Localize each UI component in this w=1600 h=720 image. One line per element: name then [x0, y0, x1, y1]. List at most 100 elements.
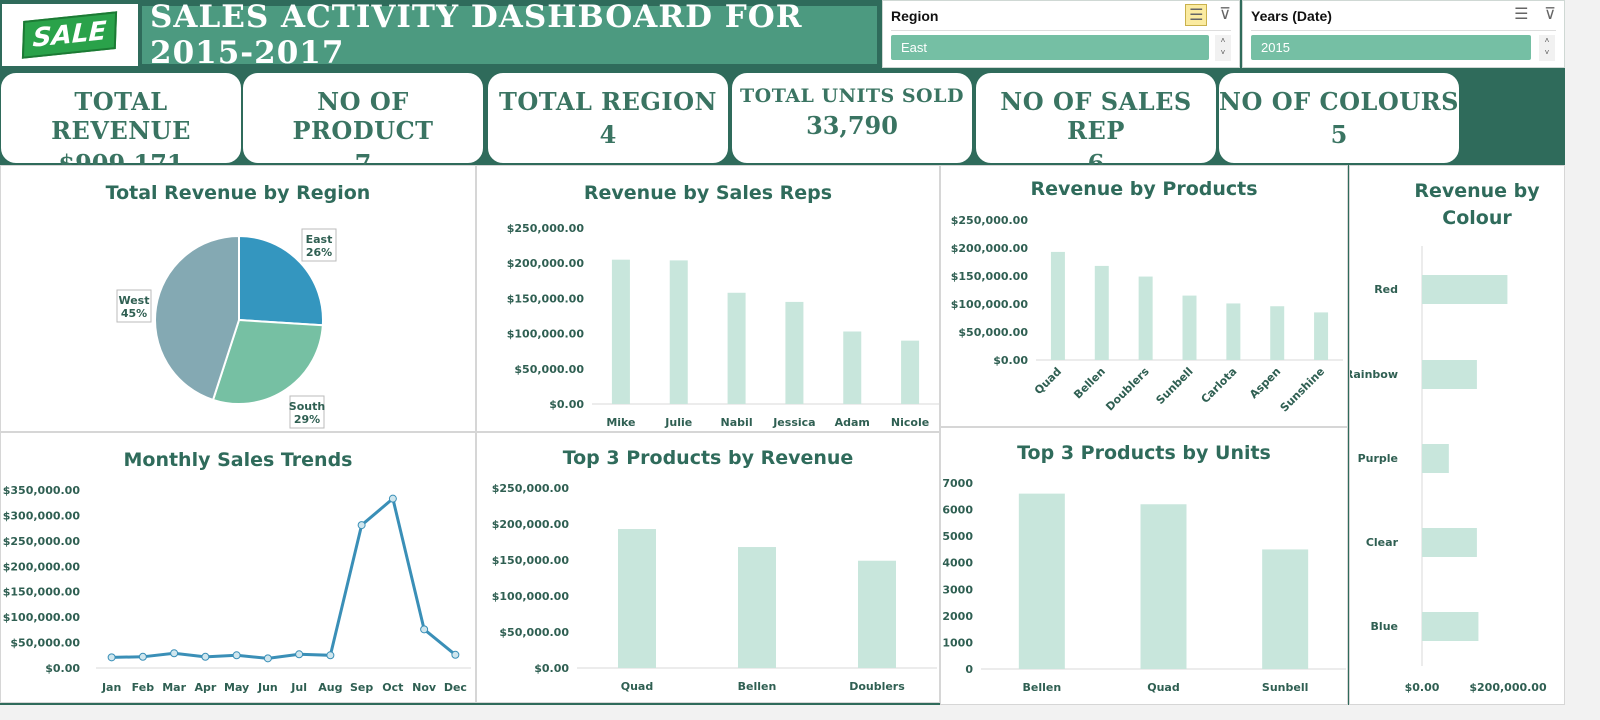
- kpi-no-of-sales-rep: NO OF SALES REP 6: [975, 72, 1217, 178]
- multi-select-icon[interactable]: ☰: [1185, 4, 1208, 26]
- x-tick-label: Mike: [606, 416, 635, 429]
- kpi-no-of-product: NO OF PRODUCT 7: [242, 72, 484, 178]
- chart-revenue-by-products: Revenue by Products $0.00 $50,000.00 $100,0…: [940, 165, 1348, 427]
- y-tick-label: $50,000.00: [514, 363, 584, 376]
- x-tick-label: Nabil: [721, 416, 753, 429]
- y-tick-label: $200,000.00: [951, 242, 1029, 255]
- years-slicer: Years (Date) ☰ ⊽ 2015 ˄ ˅: [1242, 0, 1565, 68]
- bar-doublers: [858, 560, 896, 668]
- x-tick-label: Quad: [1032, 365, 1064, 397]
- x-tick-label: Doublers: [1103, 365, 1152, 414]
- point-aug: [326, 651, 335, 660]
- x-tick-label: Aspen: [1247, 365, 1283, 401]
- y-tick-label: $200,000.00: [507, 257, 585, 270]
- kpi-no-of-colours: NO OF COLOURS 5: [1218, 72, 1460, 164]
- x-tick-label: Apr: [194, 681, 216, 694]
- chart-title: Total Revenue by Region: [105, 182, 371, 204]
- bar-quad: [1140, 504, 1187, 669]
- bar-julie: [669, 260, 688, 404]
- y-tick-label: $100,000.00: [492, 590, 570, 603]
- chart-plot: $0.00 $50,000.00 $100,000.00 $150,000.00 $20…: [3, 484, 471, 694]
- multi-select-icon[interactable]: ☰: [1514, 6, 1529, 23]
- years-slicer-title: Years (Date): [1251, 8, 1332, 24]
- y-tick-label: 6000: [942, 504, 973, 517]
- pie-slice-east: [238, 234, 324, 327]
- bar-clear: [1422, 528, 1477, 557]
- y-tick-label: $200,000.00: [3, 560, 81, 573]
- data-label-category: South: [289, 400, 325, 413]
- x-tick-label: Dec: [444, 681, 467, 694]
- y-tick-label: $250,000.00: [3, 535, 81, 548]
- x-tick-label: Julie: [664, 416, 692, 429]
- x-tick-label: Jessica: [772, 416, 815, 429]
- y-tick-label: $150,000.00: [507, 292, 585, 305]
- kpi-label: TOTAL REVENUE: [51, 87, 191, 145]
- clear-filter-icon[interactable]: ⊽: [1219, 6, 1231, 23]
- x-tick-label: Bellen: [1071, 365, 1108, 402]
- point-apr: [201, 652, 210, 661]
- point-feb: [138, 652, 147, 661]
- chart-title: Top 3 Products by Revenue: [562, 447, 854, 469]
- x-tick-label: May: [224, 681, 249, 694]
- title-banner: SALES ACTIVITY DASHBOARD FOR 2015-2017: [142, 0, 877, 71]
- y-tick-label: $50,000.00: [10, 637, 80, 650]
- data-label-box: [289, 395, 325, 429]
- chart-revenue-by-region: Total Revenue by Region East 26% South 29% We…: [0, 165, 476, 432]
- bar-aspen: [1270, 306, 1285, 360]
- y-tick-label: $150,000.00: [492, 554, 570, 567]
- kpi-value: 5: [1330, 120, 1348, 149]
- x-tick-label: Quad: [621, 680, 653, 693]
- x-tick-label: $0.00: [1405, 681, 1440, 694]
- data-label-percent: 29%: [294, 413, 320, 426]
- point-oct: [388, 494, 397, 503]
- kpi-total-region: TOTAL REGION 4: [487, 72, 729, 164]
- y-tick-label: $0.00: [993, 354, 1028, 367]
- slicer-scrollbar[interactable]: ˄ ˅: [1539, 35, 1555, 61]
- slicer-scrollbar[interactable]: ˄ ˅: [1215, 35, 1231, 61]
- y-tick-label: 2000: [942, 610, 973, 623]
- pie-slice-west: [154, 234, 240, 402]
- x-tick-label: Aug: [318, 681, 342, 694]
- y-tick-label: $150,000.00: [951, 270, 1029, 283]
- chart-revenue-by-colour: Revenue by Colour Red Rainbow Purple Clear Bl…: [1349, 165, 1565, 705]
- point-jun: [263, 654, 272, 663]
- y-tick-label: Clear: [1366, 536, 1399, 549]
- y-tick-label: Purple: [1358, 452, 1398, 465]
- chart-monthly-sales-trends: Monthly Sales Trends $0.00 $50,000.00 $100,…: [0, 432, 476, 703]
- data-label-percent: 45%: [121, 307, 147, 320]
- chart-top3-products-by-revenue: Top 3 Products by Revenue $0.00 $50,000.00…: [476, 432, 940, 703]
- chart-title: Revenue by Products: [1030, 178, 1258, 200]
- x-tick-label: Jun: [257, 681, 278, 694]
- y-tick-label: Red: [1374, 283, 1398, 296]
- sale-logo: SALE: [2, 4, 138, 66]
- y-tick-label: $0.00: [534, 662, 569, 675]
- x-tick-label: $200,000.00: [1469, 681, 1547, 694]
- y-tick-label: $0.00: [45, 662, 80, 675]
- y-tick-label: $200,000.00: [492, 518, 570, 531]
- slicer-item-east[interactable]: East: [891, 35, 1209, 60]
- y-tick-label: $100,000.00: [507, 328, 585, 341]
- clear-filter-icon[interactable]: ⊽: [1544, 6, 1556, 23]
- region-slicer-title: Region: [891, 8, 939, 24]
- kpi-value: 33,790: [806, 111, 898, 140]
- y-tick-label: $0.00: [549, 398, 584, 411]
- y-tick-label: $50,000.00: [499, 626, 569, 639]
- x-tick-label: Oct: [382, 681, 403, 694]
- bar-carlota: [1226, 303, 1241, 360]
- point-jul: [295, 650, 304, 659]
- x-tick-label: Doublers: [849, 680, 905, 693]
- page-title: SALES ACTIVITY DASHBOARD FOR 2015-2017: [150, 0, 803, 71]
- y-tick-label: 1000: [942, 636, 973, 649]
- y-tick-label: $100,000.00: [3, 611, 81, 624]
- kpi-label: NO OF SALES REP: [1000, 87, 1192, 145]
- x-tick-label: Jul: [290, 681, 307, 694]
- chart-plot: $0.00 $50,000.00 $100,000.00 $150,000.00 $20…: [507, 222, 939, 429]
- y-tick-label: $150,000.00: [3, 586, 81, 599]
- bar-red: [1422, 275, 1508, 304]
- point-may: [232, 651, 241, 660]
- x-tick-label: Sep: [350, 681, 373, 694]
- x-tick-label: Quad: [1147, 681, 1179, 694]
- bar-doublers: [1138, 276, 1153, 360]
- slicer-item-2015[interactable]: 2015: [1251, 35, 1531, 60]
- bar-adam: [843, 331, 862, 404]
